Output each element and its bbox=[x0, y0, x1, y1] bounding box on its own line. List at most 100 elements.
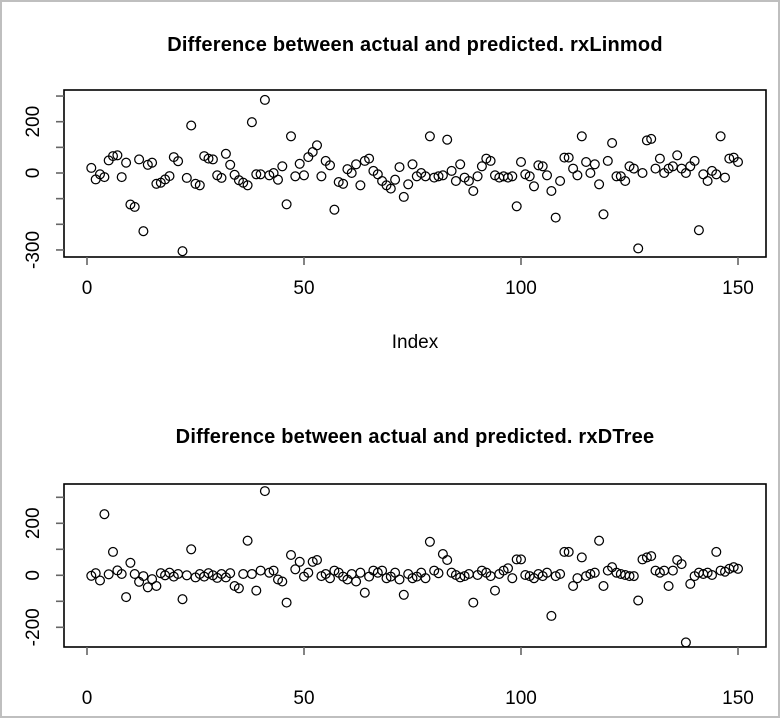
data-point bbox=[589, 159, 600, 170]
data-point bbox=[555, 175, 566, 187]
data-point bbox=[324, 573, 336, 584]
data-point bbox=[181, 570, 192, 581]
data-point bbox=[311, 140, 323, 151]
data-point bbox=[672, 150, 683, 161]
data-point bbox=[407, 573, 418, 584]
data-point bbox=[502, 172, 514, 183]
data-point bbox=[277, 161, 288, 172]
data-point bbox=[116, 172, 127, 183]
data-point bbox=[285, 549, 297, 561]
data-point bbox=[472, 171, 483, 182]
data-point bbox=[390, 174, 401, 185]
data-point bbox=[385, 183, 396, 194]
y-tick-label: 0 bbox=[23, 168, 44, 179]
data-point bbox=[194, 180, 205, 191]
data-point bbox=[502, 563, 514, 574]
data-point bbox=[394, 162, 405, 173]
data-point bbox=[333, 176, 344, 188]
data-point bbox=[719, 172, 731, 183]
data-point bbox=[272, 174, 284, 185]
data-point bbox=[251, 169, 262, 180]
data-point bbox=[138, 571, 149, 582]
chart1-x-axis-label: Index bbox=[391, 332, 439, 353]
data-point bbox=[281, 597, 292, 608]
data-point bbox=[594, 535, 605, 546]
data-point bbox=[351, 576, 362, 587]
data-point bbox=[515, 156, 527, 168]
data-point bbox=[537, 161, 548, 172]
data-point bbox=[207, 154, 218, 165]
data-point bbox=[238, 568, 249, 580]
data-point bbox=[611, 171, 622, 182]
data-point bbox=[594, 179, 605, 190]
data-point bbox=[329, 204, 340, 215]
x-tick-label: 0 bbox=[82, 278, 93, 299]
data-point bbox=[628, 163, 639, 174]
data-point bbox=[507, 171, 518, 182]
data-point bbox=[177, 246, 188, 257]
x-tick-label: 100 bbox=[505, 278, 537, 299]
data-point bbox=[641, 552, 652, 563]
data-point bbox=[381, 573, 392, 584]
data-point bbox=[589, 567, 600, 578]
chart1-title: Difference between actual and predicted.… bbox=[167, 34, 663, 56]
data-point bbox=[624, 571, 635, 582]
data-point bbox=[555, 568, 566, 580]
data-point bbox=[576, 131, 587, 142]
data-point bbox=[94, 575, 106, 586]
data-point bbox=[728, 562, 739, 573]
data-point bbox=[290, 171, 301, 182]
data-point bbox=[121, 157, 132, 168]
data-point bbox=[103, 569, 114, 580]
data-point bbox=[559, 546, 570, 557]
data-point bbox=[598, 580, 609, 592]
data-point bbox=[246, 568, 257, 580]
data-point bbox=[455, 572, 466, 583]
data-point bbox=[99, 509, 110, 520]
chart2-title: Difference between actual and predicted.… bbox=[175, 426, 655, 448]
data-point bbox=[711, 169, 722, 180]
data-point bbox=[576, 552, 587, 563]
data-point bbox=[442, 554, 453, 566]
data-point bbox=[186, 120, 197, 131]
data-point bbox=[563, 546, 574, 557]
y-tick-label: 200 bbox=[23, 507, 44, 539]
data-point bbox=[251, 585, 262, 596]
data-point bbox=[116, 568, 127, 580]
data-point bbox=[676, 559, 687, 570]
data-point bbox=[550, 212, 561, 223]
data-point bbox=[142, 582, 153, 593]
data-point bbox=[572, 573, 583, 584]
data-point bbox=[468, 185, 479, 197]
data-point bbox=[685, 578, 696, 589]
data-point bbox=[507, 573, 518, 584]
data-point bbox=[125, 557, 136, 568]
data-point bbox=[134, 576, 145, 587]
data-point bbox=[485, 155, 496, 166]
data-point bbox=[121, 592, 132, 603]
data-point bbox=[546, 610, 557, 621]
data-point bbox=[355, 567, 366, 578]
data-point bbox=[311, 554, 323, 566]
data-point bbox=[607, 137, 618, 149]
data-point bbox=[107, 151, 119, 162]
data-point bbox=[724, 153, 735, 164]
data-point bbox=[259, 94, 270, 105]
data-point bbox=[351, 159, 362, 170]
data-point bbox=[324, 160, 336, 171]
data-point bbox=[281, 199, 292, 210]
data-point bbox=[437, 170, 448, 181]
data-point bbox=[663, 580, 674, 592]
data-point bbox=[220, 148, 231, 159]
data-point bbox=[641, 135, 652, 146]
data-point bbox=[316, 171, 327, 182]
data-point bbox=[598, 209, 609, 220]
data-point bbox=[581, 156, 592, 168]
data-point bbox=[255, 565, 266, 576]
data-point bbox=[164, 171, 175, 182]
data-point bbox=[277, 576, 288, 587]
data-point bbox=[568, 580, 579, 592]
y-tick-label: -200 bbox=[23, 608, 44, 646]
data-point bbox=[107, 546, 119, 557]
